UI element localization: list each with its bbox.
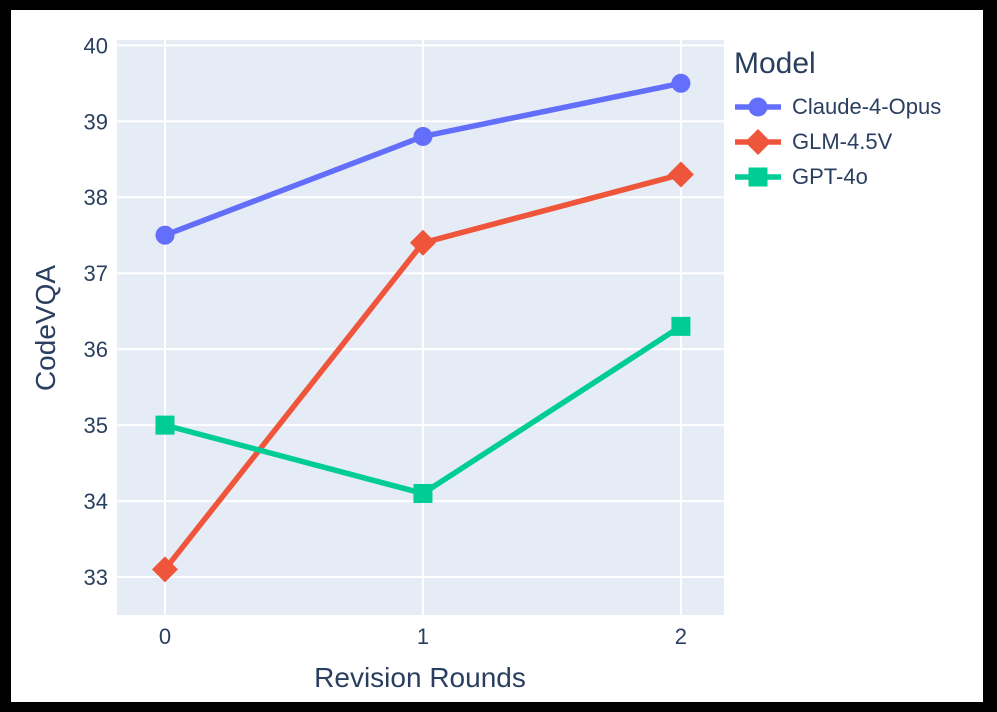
data-point-circle[interactable] — [155, 225, 175, 245]
legend-item-glm-4.5v[interactable]: GLM-4.5V — [734, 124, 941, 159]
legend-title: Model — [734, 47, 816, 80]
y-tick-label: 40 — [84, 33, 108, 58]
legend-item-claude-4-opus[interactable]: Claude-4-Opus — [734, 89, 941, 124]
x-tick-label: 2 — [675, 624, 687, 649]
square-swatch-icon — [735, 167, 781, 186]
data-point-square[interactable] — [671, 316, 691, 336]
data-point-circle[interactable] — [748, 97, 768, 116]
legend-item-gpt-4o[interactable]: GPT-4o — [734, 159, 941, 194]
legend-item-label: GPT-4o — [792, 163, 868, 189]
y-tick-label: 35 — [84, 413, 108, 438]
legend: Model Claude-4-Opus GLM-4.5V GPT-4o — [734, 47, 941, 194]
circle-swatch-icon — [735, 97, 781, 116]
y-tick-label: 33 — [84, 565, 108, 590]
data-point-square[interactable] — [155, 415, 175, 435]
diamond-swatch-icon — [735, 128, 781, 155]
data-point-diamond[interactable] — [745, 128, 771, 155]
data-point-diamond[interactable] — [151, 556, 178, 583]
x-tick-label: 1 — [417, 624, 429, 649]
data-point-diamond[interactable] — [409, 229, 436, 256]
series-gpt-4o — [155, 316, 691, 503]
y-tick-label: 37 — [84, 261, 108, 286]
data-point-circle[interactable] — [413, 126, 433, 146]
y-tick-label: 34 — [84, 489, 108, 514]
data-point-square[interactable] — [413, 483, 433, 503]
y-tick-label: 36 — [84, 337, 108, 362]
x-tick-label: 0 — [159, 624, 171, 649]
data-point-diamond[interactable] — [667, 161, 694, 188]
data-point-square[interactable] — [748, 167, 768, 186]
series-glm-4.5v — [151, 161, 694, 583]
y-tick-label: 39 — [84, 109, 108, 134]
y-axis-title: CodeVQA — [30, 264, 61, 392]
legend-item-label: GLM-4.5V — [792, 128, 893, 154]
legend-item-label: Claude-4-Opus — [792, 93, 942, 119]
y-tick-label: 38 — [84, 185, 108, 210]
plot-background — [117, 40, 724, 615]
x-axis-title: Revision Rounds — [314, 662, 526, 693]
data-point-circle[interactable] — [671, 73, 691, 93]
series-claude-4-opus — [155, 73, 691, 245]
legend-items: Claude-4-Opus GLM-4.5V GPT-4o — [734, 89, 941, 194]
